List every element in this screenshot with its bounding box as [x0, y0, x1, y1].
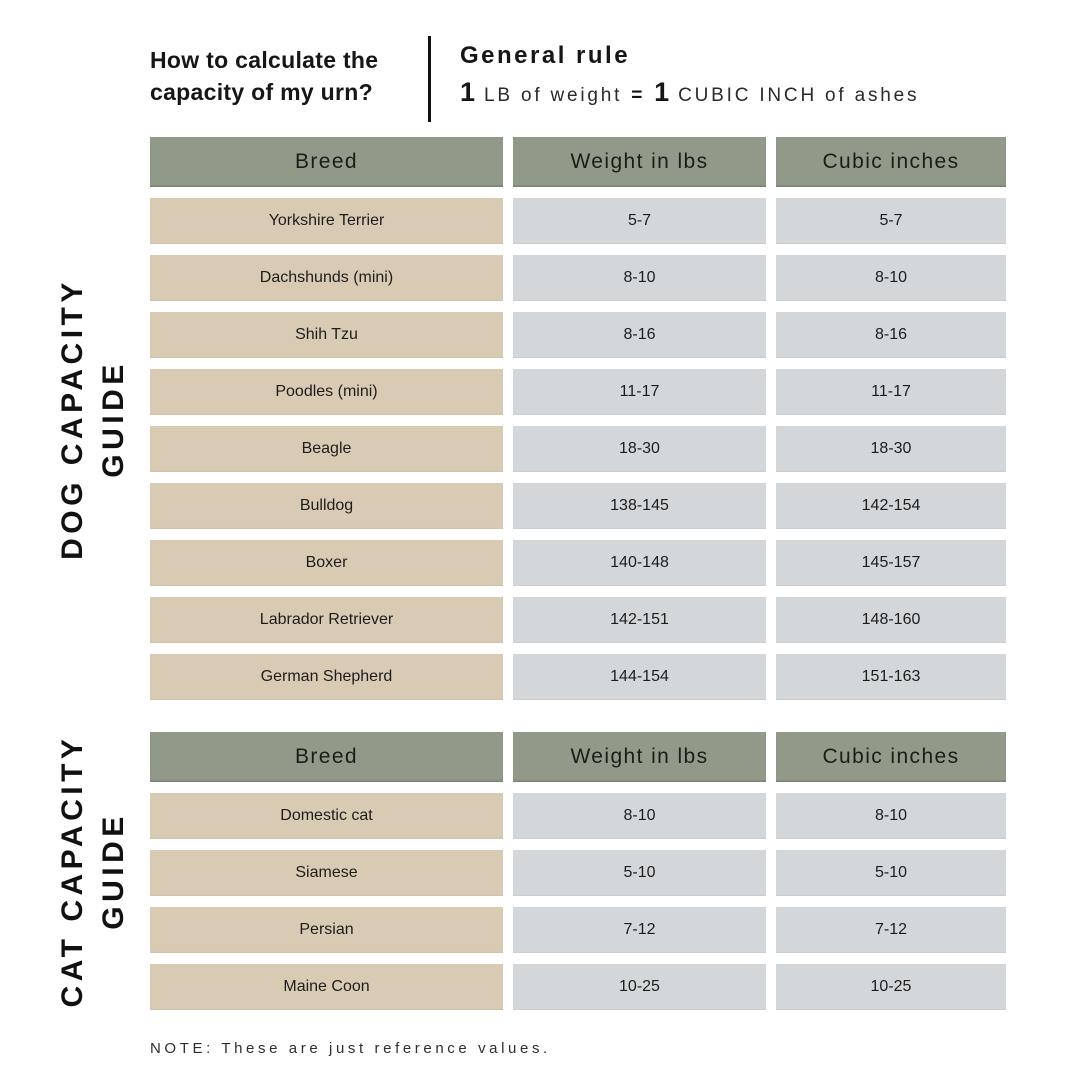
breed-cell: Maine Coon	[150, 964, 503, 1010]
cubic-inches-cell: 145-157	[776, 540, 1006, 586]
breed-cell: Labrador Retriever	[150, 597, 503, 643]
cubic-inches-cell: 7-12	[776, 907, 1006, 953]
formula-one-inch: 1	[654, 77, 670, 107]
weight-cell: 8-10	[513, 793, 766, 839]
breed-cell: Persian	[150, 907, 503, 953]
breed-cell: Beagle	[150, 426, 503, 472]
general-rule-title: General rule	[460, 42, 631, 69]
formula-cubic-text: CUBIC INCH of ashes	[678, 85, 920, 106]
cubic-inches-cell: 5-7	[776, 198, 1006, 244]
breed-cell: Domestic cat	[150, 793, 503, 839]
page-title-line2: capacity of my urn?	[150, 79, 373, 105]
dog-section-label: DOG CAPACITY GUIDE	[52, 278, 134, 560]
reference-note: NOTE: These are just reference values.	[150, 1040, 551, 1057]
weight-cell: 140-148	[513, 540, 766, 586]
cubic-inches-cell: 8-16	[776, 312, 1006, 358]
cubic-inches-cell: 5-10	[776, 850, 1006, 896]
cubic-inches-cell: 8-10	[776, 793, 1006, 839]
page-title: How to calculate the capacity of my urn?	[150, 44, 420, 108]
vertical-divider	[428, 36, 431, 122]
weight-cell: 8-16	[513, 312, 766, 358]
breed-cell: Yorkshire Terrier	[150, 198, 503, 244]
weight-cell: 10-25	[513, 964, 766, 1010]
breed-cell: Shih Tzu	[150, 312, 503, 358]
general-rule-formula: 1 LB of weight = 1 CUBIC INCH of ashes	[460, 77, 980, 108]
cubic-inches-cell: 11-17	[776, 369, 1006, 415]
dog-capacity-table: Breed Weight in lbs Cubic inches Yorkshire …	[150, 137, 1006, 700]
cat-section-label-line1: CAT CAPACITY	[56, 734, 89, 1008]
weight-cell: 138-145	[513, 483, 766, 529]
weight-cell: 5-7	[513, 198, 766, 244]
column-header-breed: Breed	[150, 732, 503, 782]
cubic-inches-cell: 148-160	[776, 597, 1006, 643]
formula-equals: =	[631, 85, 646, 106]
breed-cell: Bulldog	[150, 483, 503, 529]
column-header-weight-in-lbs: Weight in lbs	[513, 732, 766, 782]
breed-cell: Dachshunds (mini)	[150, 255, 503, 301]
general-rule-block: General rule 1 LB of weight = 1 CUBIC IN…	[460, 42, 980, 108]
column-header-cubic-inches: Cubic inches	[776, 732, 1006, 782]
breed-cell: Poodles (mini)	[150, 369, 503, 415]
cubic-inches-cell: 18-30	[776, 426, 1006, 472]
cat-capacity-table: Breed Weight in lbs Cubic inches Domestic c…	[150, 732, 1006, 1010]
weight-cell: 18-30	[513, 426, 766, 472]
breed-cell: German Shepherd	[150, 654, 503, 700]
breed-cell: Boxer	[150, 540, 503, 586]
cubic-inches-cell: 142-154	[776, 483, 1006, 529]
column-header-weight-in-lbs: Weight in lbs	[513, 137, 766, 187]
page-title-line1: How to calculate the	[150, 47, 379, 73]
cat-section-label-line2: GUIDE	[97, 812, 130, 930]
cat-section-label: CAT CAPACITY GUIDE	[52, 735, 134, 1008]
breed-cell: Siamese	[150, 850, 503, 896]
formula-lb-text: LB of weight	[484, 85, 623, 106]
weight-cell: 11-17	[513, 369, 766, 415]
cubic-inches-cell: 151-163	[776, 654, 1006, 700]
weight-cell: 8-10	[513, 255, 766, 301]
column-header-breed: Breed	[150, 137, 503, 187]
weight-cell: 5-10	[513, 850, 766, 896]
weight-cell: 142-151	[513, 597, 766, 643]
column-header-cubic-inches: Cubic inches	[776, 137, 1006, 187]
formula-one-lb: 1	[460, 77, 476, 107]
cubic-inches-cell: 10-25	[776, 964, 1006, 1010]
dog-section-label-line1: DOG CAPACITY	[56, 278, 89, 560]
weight-cell: 7-12	[513, 907, 766, 953]
dog-section-label-line2: GUIDE	[97, 360, 130, 478]
weight-cell: 144-154	[513, 654, 766, 700]
cubic-inches-cell: 8-10	[776, 255, 1006, 301]
